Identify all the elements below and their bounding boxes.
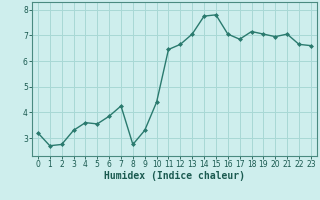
X-axis label: Humidex (Indice chaleur): Humidex (Indice chaleur) xyxy=(104,171,245,181)
